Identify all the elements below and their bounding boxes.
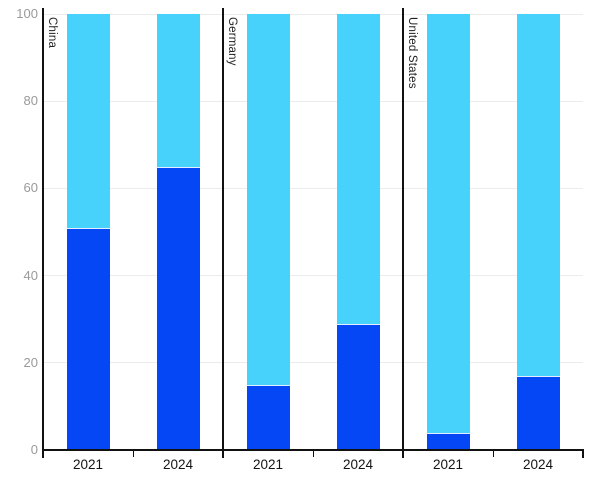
bar-germany-2024 — [336, 14, 380, 450]
y-tick-label: 60 — [23, 180, 38, 196]
group-separator-line — [222, 8, 224, 458]
x-tick-label: 2021 — [72, 457, 104, 472]
gridline — [43, 100, 583, 102]
bar-segment-light — [516, 14, 560, 376]
gridline — [43, 13, 583, 15]
bar-china-2024 — [156, 14, 200, 450]
x-tick-label: 2024 — [522, 457, 554, 472]
tick-mark — [492, 450, 494, 457]
x-tick-label: 2024 — [162, 457, 194, 472]
group-label: Germany — [226, 17, 238, 66]
tick-mark — [132, 450, 134, 457]
group-separator-line — [402, 8, 404, 458]
bar-segment-light — [246, 14, 290, 385]
bar-segment-dark — [336, 323, 380, 450]
y-tick-label: 20 — [23, 354, 38, 370]
bar-segment-dark — [66, 227, 110, 450]
x-tick-label: 2021 — [252, 457, 284, 472]
bar-united-states-2021 — [426, 14, 470, 450]
group-label: China — [46, 17, 58, 49]
gridline — [43, 275, 583, 277]
gridline — [43, 187, 583, 189]
group-separator-line — [42, 8, 44, 458]
bar-segment-light — [66, 14, 110, 228]
bar-segment-dark — [516, 375, 560, 450]
bar-germany-2021 — [246, 14, 290, 450]
y-tick-label: 100 — [16, 6, 38, 21]
bar-segment-light — [426, 14, 470, 433]
bar-segment-light — [336, 14, 380, 324]
gridline — [43, 362, 583, 364]
bar-segment-dark — [426, 432, 470, 450]
x-axis-line — [43, 449, 584, 451]
bar-segment-dark — [246, 384, 290, 450]
x-tick-label: 2021 — [432, 457, 464, 472]
y-tick-label: 0 — [30, 442, 38, 457]
bar-segment-light — [156, 14, 200, 167]
tick-mark — [312, 450, 314, 457]
group-label: United States — [406, 17, 418, 89]
bar-segment-dark — [156, 166, 200, 450]
x-tick-label: 2024 — [342, 457, 374, 472]
bar-china-2021 — [66, 14, 110, 450]
bar-united-states-2024 — [516, 14, 560, 450]
y-tick-label: 40 — [23, 267, 38, 283]
tick-mark — [582, 450, 584, 458]
y-tick-label: 80 — [23, 93, 38, 109]
